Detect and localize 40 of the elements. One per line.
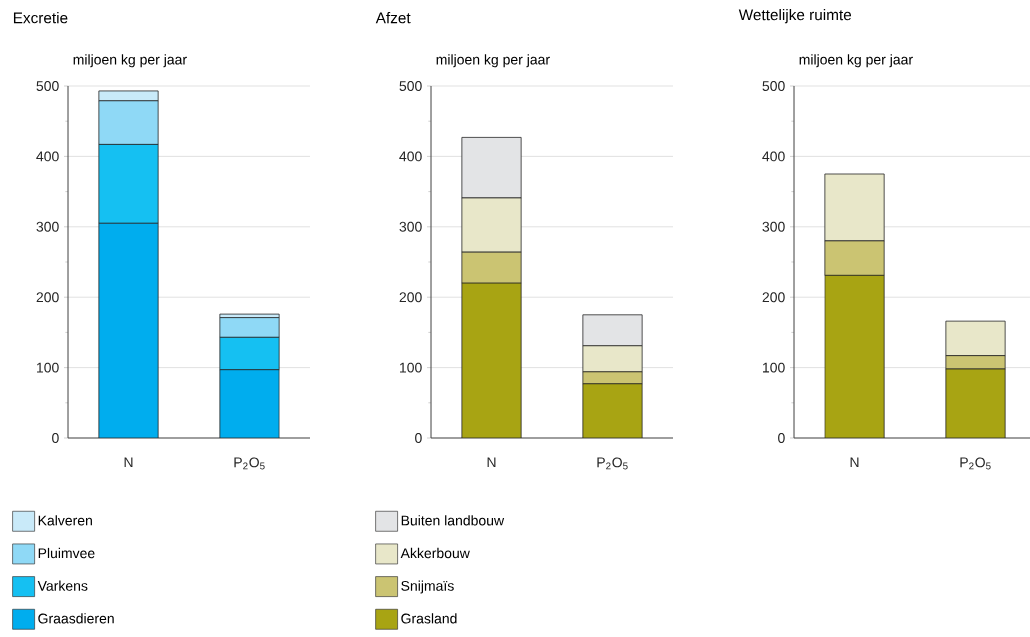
chart-title: Afzet xyxy=(375,12,411,24)
x-tick-label: P$_{2}$O$_{5}$ xyxy=(234,457,265,470)
y-tick-label: 400 xyxy=(399,151,422,162)
y-tick-label: 100 xyxy=(763,362,785,373)
legend-label: Kalveren xyxy=(38,515,92,526)
y-axis-title: miljoen kg per jaar xyxy=(436,54,550,68)
x-tick-label: P$_{2}$O$_{5}$ xyxy=(597,457,628,470)
y-tick-label: 300 xyxy=(762,221,785,232)
legend-label: Graasdieren xyxy=(38,613,114,624)
x-tick-label: P$_{2}$O$_{5}$ xyxy=(960,457,991,470)
legend-label: Akkerbouw xyxy=(400,547,470,559)
y-tick-label: 500 xyxy=(762,81,785,91)
bar xyxy=(582,383,643,438)
legend-label: Buiten landbouw xyxy=(401,515,505,526)
legend-label: Varkens xyxy=(37,580,88,591)
y-tick-label: 0 xyxy=(52,433,59,443)
y-tick-label: 200 xyxy=(399,292,422,303)
y-axis-title: miljoen kg per jaar xyxy=(73,54,187,68)
y-tick-label: 0 xyxy=(415,433,422,443)
x-tick-label: N xyxy=(487,457,496,468)
legend-label: Snijmaïs xyxy=(401,580,454,594)
y-tick-label: 200 xyxy=(762,292,785,303)
y-tick-label: 500 xyxy=(36,81,59,91)
x-tick-label: N xyxy=(850,457,859,468)
y-tick-label: 100 xyxy=(37,362,59,373)
y-tick-label: 0 xyxy=(778,433,785,443)
y-tick-label: 400 xyxy=(762,151,785,162)
chart-title: Wettelijke ruimte xyxy=(738,9,852,24)
x-tick-label: N xyxy=(124,457,133,468)
y-tick-label: 300 xyxy=(399,221,422,232)
y-tick-label: 100 xyxy=(400,362,422,373)
y-tick-label: 400 xyxy=(36,151,59,162)
legend-label: Grasland xyxy=(401,613,457,624)
y-axis-title: miljoen kg per jaar xyxy=(799,54,913,68)
y-tick-label: 200 xyxy=(36,292,59,303)
chart-title: Excretie xyxy=(13,12,68,24)
y-tick-label: 500 xyxy=(399,81,422,91)
legend-label: Pluimvee xyxy=(38,547,95,559)
y-tick-label: 300 xyxy=(36,221,59,232)
bar xyxy=(461,282,522,438)
